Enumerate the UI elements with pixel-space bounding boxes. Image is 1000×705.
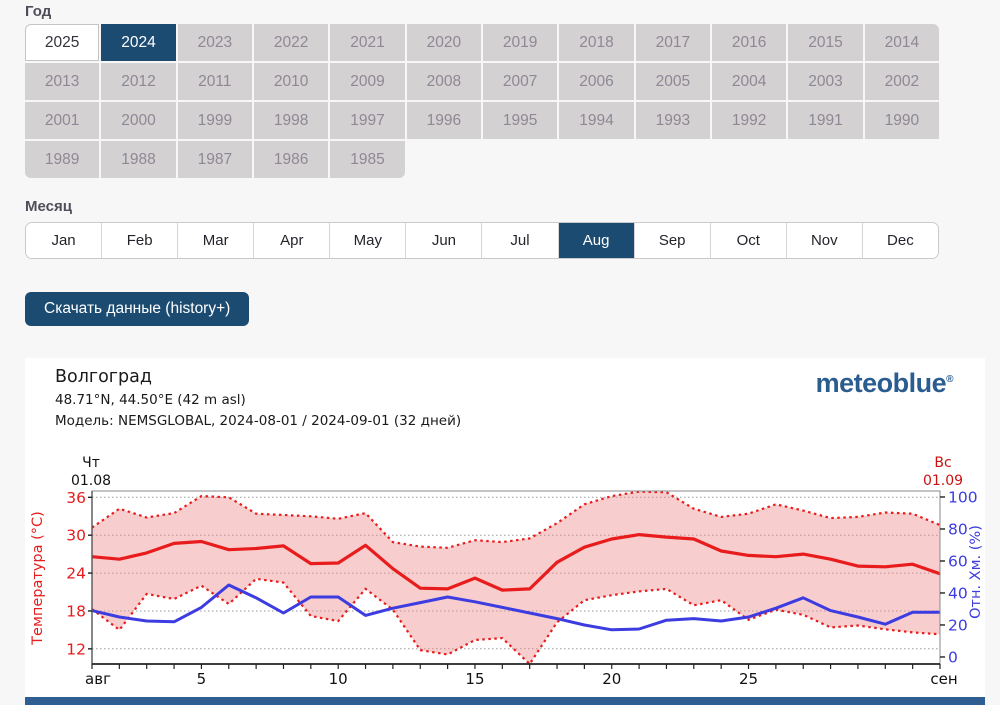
right-tick-label-60: 60 [948,552,968,570]
month-cell-oct[interactable]: Oct [710,223,787,258]
x-label-25: 25 [739,670,758,688]
month-row: Jan Feb Mar Apr May Jun Jul Aug Sep Oct Nov Dec [25,222,939,259]
year-cell-1992[interactable]: 1992 [712,102,787,139]
year-cell-1999[interactable]: 1999 [177,102,252,139]
year-cell-1989[interactable]: 1989 [25,141,100,178]
x-label-10: 10 [329,670,348,688]
weather-chart-svg: 36 30 24 18 12 100 80 60 40 20 0 авг 5 10 15 20 25 сен Тем… [30,455,984,688]
year-cell-2007[interactable]: 2007 [483,63,558,100]
year-cell-2015[interactable]: 2015 [788,24,863,61]
year-cell-2014[interactable]: 2014 [864,24,939,61]
year-cell-2022[interactable]: 2022 [254,24,329,61]
year-cell-1997[interactable]: 1997 [330,102,405,139]
month-cell-may[interactable]: May [330,223,407,258]
year-cell-2000[interactable]: 2000 [101,102,176,139]
year-cell-2020[interactable]: 2020 [406,24,481,61]
month-cell-sep[interactable]: Sep [634,223,711,258]
plot-background [92,491,940,664]
year-cell-2001[interactable]: 2001 [25,102,100,139]
month-cell-nov[interactable]: Nov [786,223,863,258]
year-cell-1993[interactable]: 1993 [635,102,710,139]
month-cell-aug[interactable]: Aug [558,223,635,258]
month-cell-dec[interactable]: Dec [862,223,938,258]
chart-location: 48.71°N, 44.50°E (42 m asl) [55,392,246,408]
registered-mark: ® [946,374,953,385]
bottom-blue-bar [25,697,985,705]
month-cell-jun[interactable]: Jun [406,223,483,258]
temp-max-line [91,490,941,549]
year-cell-2025[interactable]: 2025 [25,24,100,61]
year-cell-2012[interactable]: 2012 [101,63,176,100]
chart-model-line: Модель: NEMSGLOBAL, 2024-08-01 / 2024-09… [55,413,462,429]
right-tick-label-0: 0 [948,648,958,666]
chart-panel: Волгоград 48.71°N, 44.50°E (42 m asl) Мо… [25,358,985,705]
year-picker-label: Год [25,3,52,20]
month-cell-feb[interactable]: Feb [102,223,179,258]
temperature-axis-label: Температура (°C) [30,511,46,646]
x-label-20: 20 [602,670,621,688]
year-cell-1987[interactable]: 1987 [177,141,252,178]
humidity-line [91,583,940,632]
year-cell-2019[interactable]: 2019 [483,24,558,61]
year-grid: 2025 2024 2023 2022 2021 2020 2019 2018 2017 2016… [25,24,939,178]
year-cell-2005[interactable]: 2005 [635,63,710,100]
month-cell-jan[interactable]: Jan [26,223,103,258]
year-cell-1994[interactable]: 1994 [559,102,634,139]
x-label-сен: сен [930,670,957,688]
year-cell-1991[interactable]: 1991 [788,102,863,139]
year-cell-2024[interactable]: 2024 [101,24,176,61]
month-cell-apr[interactable]: Apr [254,223,331,258]
download-data-button[interactable]: Скачать данные (history+) [25,292,250,326]
meteoblue-logo: meteoblue® [815,368,954,399]
year-cell-2016[interactable]: 2016 [712,24,787,61]
right-tick-label-40: 40 [948,584,968,602]
right-tick-label-20: 20 [948,616,968,634]
left-tick-label-24: 24 [66,565,86,583]
start-date-label: 01.08 [71,473,111,489]
year-cell-2010[interactable]: 2010 [254,63,329,100]
start-weekday-label: Чт [82,455,100,471]
year-cell-1998[interactable]: 1998 [254,102,329,139]
year-cell-1988[interactable]: 1988 [101,141,176,178]
month-picker-label: Месяц [25,198,72,215]
right-tick-label-80: 80 [948,520,968,538]
left-tick-label-36: 36 [66,489,86,507]
x-label-15: 15 [465,670,484,688]
x-label-5: 5 [197,670,207,688]
year-cell-2008[interactable]: 2008 [406,63,481,100]
year-cell-2004[interactable]: 2004 [712,63,787,100]
year-cell-2002[interactable]: 2002 [864,63,939,100]
month-cell-jul[interactable]: Jul [482,223,559,258]
year-cell-1990[interactable]: 1990 [864,102,939,139]
left-tick-label-30: 30 [66,527,86,545]
temperature-line [91,532,941,592]
end-date-label: 01.09 [923,473,963,489]
humidity-axis-label: Отн. Хм. (%) [968,525,984,619]
year-cell-1995[interactable]: 1995 [483,102,558,139]
year-cell-2003[interactable]: 2003 [788,63,863,100]
left-tick-label-18: 18 [66,602,86,620]
year-cell-1996[interactable]: 1996 [406,102,481,139]
chart-title: Волгоград [55,367,152,387]
year-cell-2009[interactable]: 2009 [330,63,405,100]
year-cell-2018[interactable]: 2018 [559,24,634,61]
left-tick-label-12: 12 [66,640,86,658]
year-cell-1986[interactable]: 1986 [254,141,329,178]
year-cell-2017[interactable]: 2017 [635,24,710,61]
meteoblue-logo-text: meteoblue [815,368,947,398]
year-cell-2021[interactable]: 2021 [330,24,405,61]
month-cell-mar[interactable]: Mar [178,223,255,258]
x-label-авг: авг [85,670,111,688]
end-weekday-label: Вс [934,455,951,471]
year-cell-1985[interactable]: 1985 [330,141,405,178]
year-cell-2011[interactable]: 2011 [177,63,252,100]
right-tick-label-100: 100 [948,488,978,506]
year-cell-2023[interactable]: 2023 [177,24,252,61]
year-cell-2006[interactable]: 2006 [559,63,634,100]
year-cell-2013[interactable]: 2013 [25,63,100,100]
temp-range-band [92,491,940,664]
